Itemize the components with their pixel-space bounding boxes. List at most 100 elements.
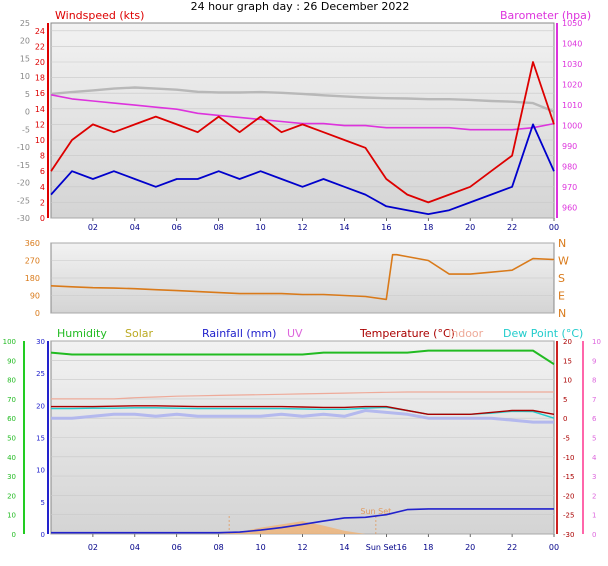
rainfall-line <box>51 508 554 534</box>
chart-title: 24 hour graph day : 26 December 2022 <box>191 0 410 13</box>
rain-tick-2: 20 <box>36 402 45 410</box>
outer-tick-4: 5 <box>25 90 30 99</box>
humidity-tick-3: 70 <box>7 396 16 404</box>
legend-solar: Solar <box>125 327 154 340</box>
barometer-tick-5: 1000 <box>562 122 582 131</box>
humidity-tick-7: 30 <box>7 473 16 481</box>
direction-tick-2: 180 <box>25 274 40 283</box>
legend-indoor: Indoor <box>448 327 484 340</box>
uv-tick-7: 3 <box>592 473 596 481</box>
outer-tick-5: 0 <box>25 108 30 117</box>
humidity-tick-5: 50 <box>7 435 16 443</box>
indoor-line <box>51 391 554 400</box>
temp-x-tick-4: 10 <box>255 543 265 552</box>
temperature-line <box>51 405 555 415</box>
temp-tick-6: -10 <box>563 454 574 462</box>
direction-tick-1: 270 <box>25 257 40 266</box>
windspeed-tick-7: 10 <box>35 136 45 145</box>
temp-tick-5: -5 <box>563 435 570 443</box>
uv-tick-6: 4 <box>592 454 597 462</box>
uv-tick-4: 6 <box>592 415 597 423</box>
wind-x-tick-1: 04 <box>130 223 140 232</box>
humidity-tick-10: 0 <box>12 531 16 539</box>
windspeed-tick-3: 18 <box>35 74 45 83</box>
uv-tick-3: 7 <box>592 396 596 404</box>
wind-x-tick-4: 10 <box>255 223 265 232</box>
legend-dew-point: Dew Point (°C) <box>503 327 583 340</box>
wind-x-tick-2: 06 <box>172 223 182 232</box>
humidity-tick-8: 20 <box>7 492 16 500</box>
barometer-tick-8: 970 <box>562 183 577 192</box>
wind-direction-line <box>50 253 555 301</box>
windspeed-tick-2: 20 <box>35 58 45 67</box>
windspeed-tick-5: 14 <box>35 105 45 114</box>
temp-tick-9: -25 <box>563 512 574 520</box>
barometer-tick-3: 1020 <box>562 81 582 90</box>
wind-x-tick-11: 00 <box>549 223 559 232</box>
outer-tick-6: -5 <box>22 125 30 134</box>
compass-tick-1: W <box>558 255 569 268</box>
humidity-tick-4: 60 <box>7 415 16 423</box>
humidity-tick-2: 80 <box>7 377 16 385</box>
compass-tick-4: N <box>558 307 566 320</box>
rain-tick-3: 15 <box>36 435 45 443</box>
axis-ticks: 2520151050-5-10-15-20-25-302422201816141… <box>3 19 601 552</box>
uv-tick-1: 9 <box>592 357 596 365</box>
outer-tick-9: -20 <box>17 179 30 188</box>
temp-tick-10: -30 <box>563 531 574 539</box>
wind-panel <box>50 22 555 219</box>
rain-tick-6: 0 <box>41 531 45 539</box>
windspeed-tick-6: 12 <box>35 120 45 129</box>
wind-x-tick-10: 22 <box>507 223 517 232</box>
direction-tick-3: 90 <box>30 292 40 301</box>
temp-tick-0: 20 <box>563 338 572 346</box>
outer-tick-2: 15 <box>20 54 30 63</box>
windspeed-tick-4: 16 <box>35 89 45 98</box>
windspeed-label: Windspeed (kts) <box>55 9 144 22</box>
temp-x-tick-10: 22 <box>507 543 517 552</box>
windspeed-line <box>50 61 555 204</box>
rain-tick-1: 25 <box>36 370 45 378</box>
sun-set-annotation: Sun Set <box>360 507 391 516</box>
average-wind-line <box>50 123 555 216</box>
humidity-tick-6: 40 <box>7 454 16 462</box>
uv-tick-2: 8 <box>592 377 596 385</box>
wind-x-tick-3: 08 <box>214 223 224 232</box>
outer-tick-11: -30 <box>17 214 30 223</box>
rain-tick-0: 30 <box>36 338 45 346</box>
wind-x-tick-5: 12 <box>297 223 307 232</box>
uv-tick-10: 0 <box>592 531 596 539</box>
temp-tick-4: 0 <box>563 415 567 423</box>
windspeed-tick-10: 4 <box>40 183 45 192</box>
uv-tick-0: 10 <box>592 338 601 346</box>
wind-x-tick-0: 02 <box>88 223 98 232</box>
windspeed-tick-12: 0 <box>40 214 45 223</box>
uv-tick-9: 1 <box>592 512 596 520</box>
wind-x-tick-9: 20 <box>465 223 475 232</box>
humidity-tick-1: 90 <box>7 357 16 365</box>
outer-tick-10: -25 <box>17 196 30 205</box>
legend-humidity: Humidity <box>57 327 107 340</box>
compass-tick-3: E <box>558 290 565 303</box>
barometer-tick-7: 980 <box>562 163 577 172</box>
windspeed-tick-11: 2 <box>40 198 45 207</box>
barometer-tick-6: 990 <box>562 142 577 151</box>
legend-temperature: Temperature (°C) <box>359 327 455 340</box>
barometer-tick-2: 1030 <box>562 60 582 69</box>
temp-x-tick-2: 06 <box>172 543 182 552</box>
outer-tick-0: 25 <box>20 19 30 28</box>
windspeed-tick-1: 22 <box>35 42 45 51</box>
outer-tick-7: -10 <box>17 143 30 152</box>
temp-x-tick-5: 12 <box>297 543 307 552</box>
temp-x-tick-0: 02 <box>88 543 98 552</box>
temp-x-tick-1: 04 <box>130 543 140 552</box>
legend-uv: UV <box>287 327 303 340</box>
barometer-label: Barometer (hpa) <box>500 9 591 22</box>
temp-x-tick-8: 18 <box>423 543 433 552</box>
legend-rainfall: Rainfall (mm) <box>202 327 276 340</box>
legend: Humidity Solar Rainfall (mm) UV Temperat… <box>57 327 583 340</box>
outer-tick-3: 10 <box>20 72 30 81</box>
temp-tick-2: 10 <box>563 377 572 385</box>
rain-tick-4: 10 <box>36 467 45 475</box>
